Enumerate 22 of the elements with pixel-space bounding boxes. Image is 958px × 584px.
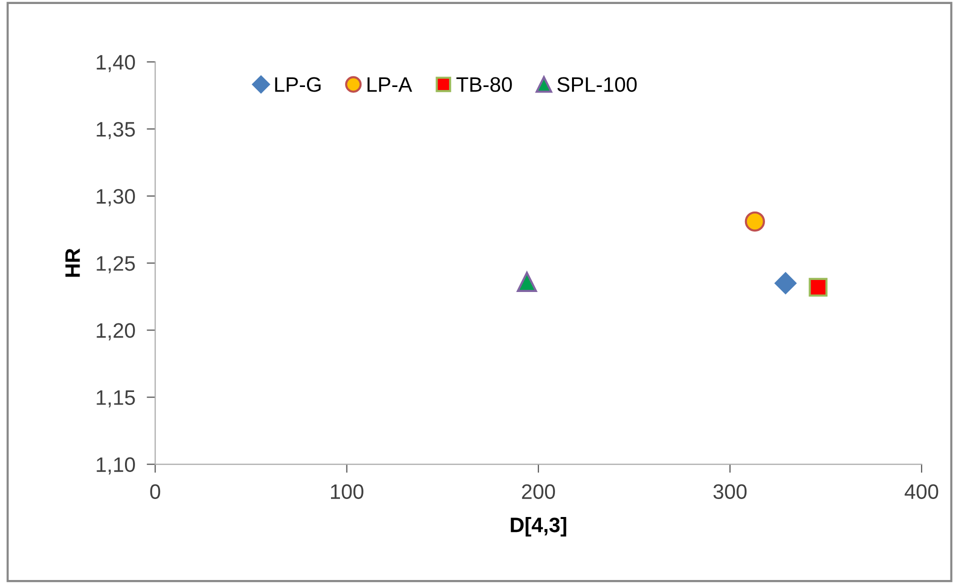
- y-tick-label: 1,10: [96, 457, 135, 474]
- legend-label: TB-80: [456, 77, 512, 92]
- x-tick-label: 300: [713, 484, 747, 500]
- legend-label: LP-G: [275, 77, 321, 92]
- y-tick-label: 1,35: [96, 122, 135, 140]
- legend-label: LP-A: [368, 77, 412, 92]
- point: [808, 278, 828, 297]
- legend-label: SPL-100: [557, 77, 637, 92]
- point: [744, 211, 765, 232]
- y-axis-title: HR: [65, 248, 80, 277]
- point: [516, 272, 537, 292]
- x-tick-label: 0: [150, 484, 160, 500]
- x-tick-label: 400: [904, 484, 938, 500]
- y-tick-label: 1,20: [96, 323, 135, 340]
- point: [774, 272, 796, 294]
- x-axis-title: D[4,3]: [510, 517, 566, 536]
- y-tick-label: 1,15: [96, 390, 135, 408]
- y-tick-label: 1,30: [96, 189, 135, 206]
- x-tick-label: 200: [522, 484, 555, 500]
- y-tick-label: 1,25: [96, 256, 135, 274]
- y-tick-label: 1,40: [96, 54, 135, 72]
- x-tick-label: 100: [331, 484, 364, 500]
